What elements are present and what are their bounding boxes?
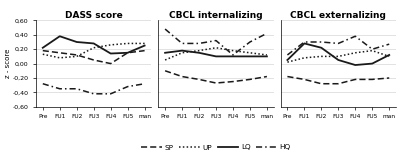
Legend: SP, UP, LQ, HQ: SP, UP, LQ, HQ [138,142,294,153]
Title: DASS score: DASS score [65,11,122,20]
Y-axis label: z - score: z - score [5,49,11,78]
Title: CBCL externalizing: CBCL externalizing [290,11,386,20]
Title: CBCL internalizing: CBCL internalizing [169,11,263,20]
